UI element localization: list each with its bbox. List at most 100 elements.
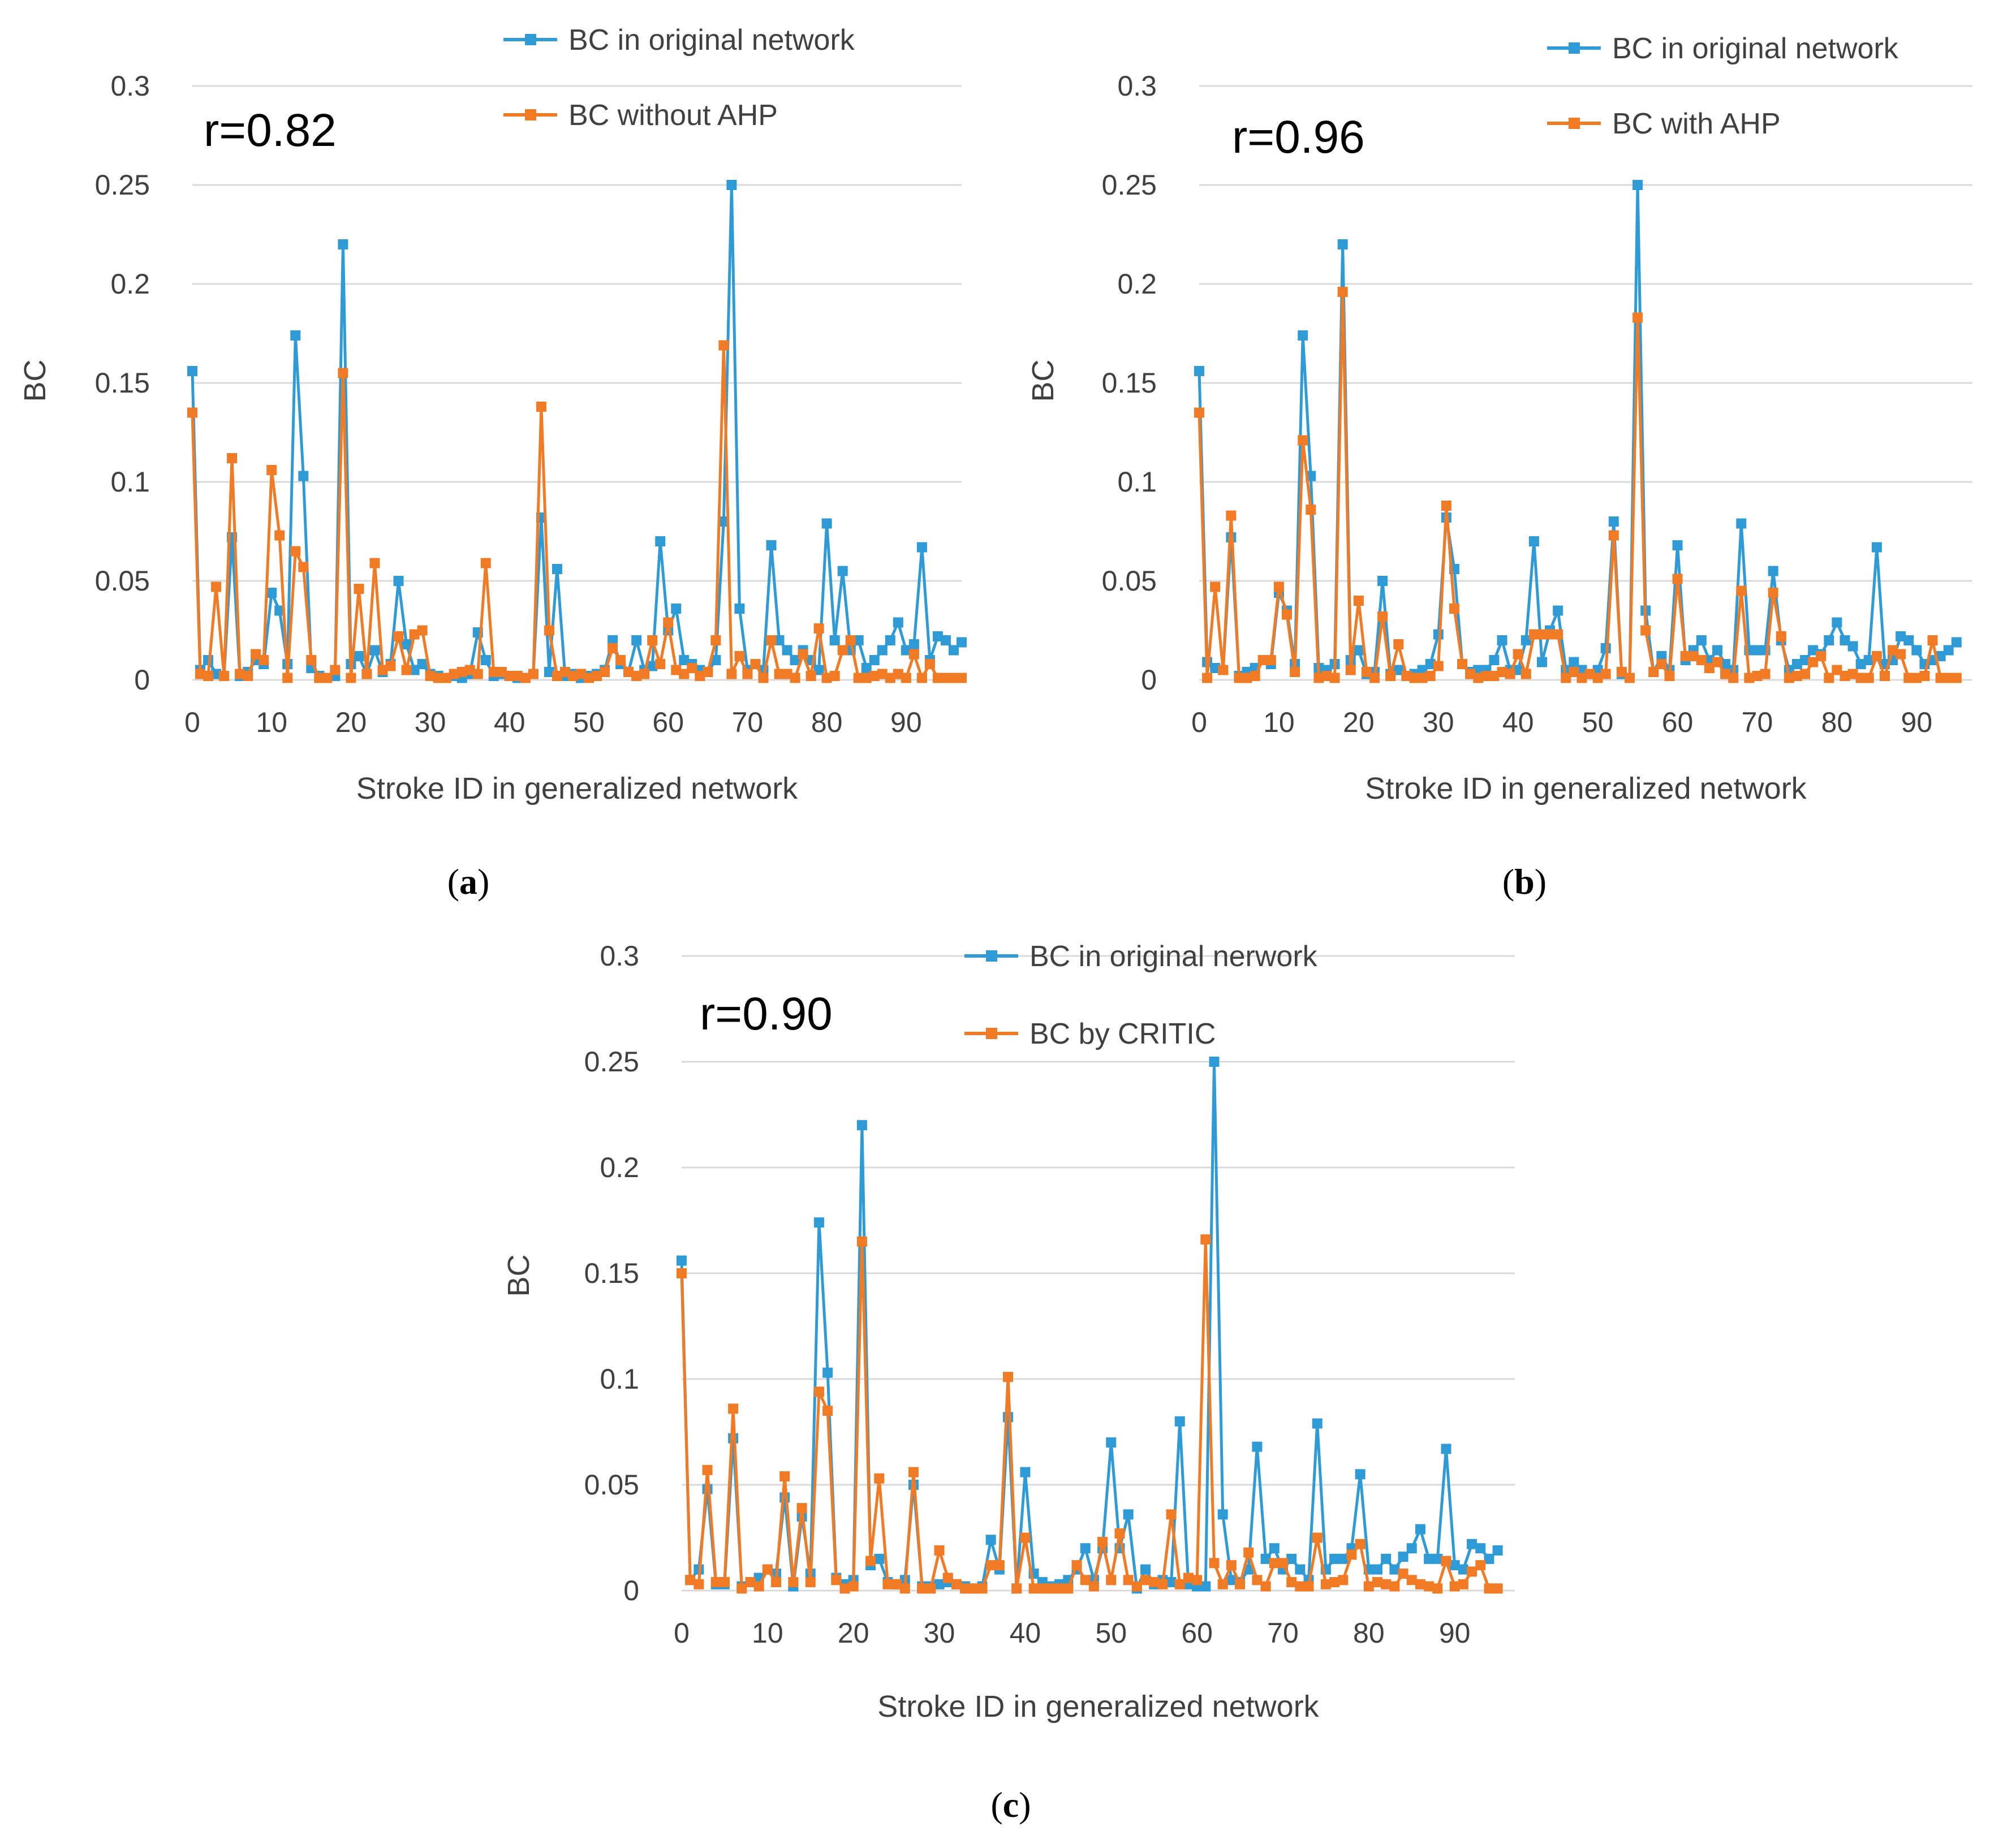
x-axis-title: Stroke ID in generalized network	[356, 772, 798, 805]
data-point-comparison	[1465, 669, 1476, 679]
data-point-comparison	[1071, 1560, 1082, 1571]
data-point-comparison	[685, 1575, 696, 1586]
y-tick-label: 0.3	[600, 940, 639, 972]
data-point-comparison	[821, 673, 832, 683]
data-point-original	[1200, 1581, 1211, 1592]
data-point-comparison	[401, 665, 412, 675]
data-point-comparison	[1269, 1558, 1280, 1569]
x-tick-label: 10	[752, 1617, 783, 1649]
data-point-comparison	[663, 617, 674, 628]
data-point-comparison	[259, 655, 269, 665]
data-point-comparison	[361, 669, 372, 679]
data-point-original	[1269, 1543, 1280, 1554]
data-point-comparison	[1871, 651, 1882, 661]
data-point-original	[1415, 1524, 1425, 1535]
data-point-comparison	[719, 1577, 730, 1588]
data-point-comparison	[393, 631, 404, 641]
caption-close-paren: )	[1535, 861, 1547, 902]
y-tick-label: 0.2	[110, 268, 150, 300]
data-point-original	[1353, 645, 1364, 656]
data-point-comparison	[274, 530, 285, 541]
data-point-comparison	[1257, 655, 1268, 665]
data-point-comparison	[1458, 1579, 1468, 1589]
y-axis-title: BC	[1026, 359, 1060, 402]
correlation-annotation: r=0.96	[1232, 111, 1365, 163]
data-point-original	[409, 665, 420, 675]
x-tick-label: 90	[1439, 1617, 1471, 1649]
data-point-comparison	[227, 453, 238, 463]
data-point-comparison	[1672, 574, 1683, 584]
data-point-comparison	[1045, 1583, 1056, 1594]
data-point-comparison	[528, 669, 539, 679]
y-tick-label: 0.15	[95, 367, 150, 399]
data-point-comparison	[703, 667, 713, 677]
data-point-original	[1473, 665, 1484, 675]
x-tick-label: 30	[1423, 706, 1454, 738]
data-point-original	[869, 655, 880, 665]
data-point-comparison	[1131, 1581, 1142, 1592]
data-point-comparison	[742, 669, 753, 679]
y-axis-title: BC	[18, 359, 52, 402]
data-point-comparison	[882, 1579, 893, 1589]
data-point-comparison	[1369, 673, 1380, 683]
x-tick-label: 60	[1662, 706, 1694, 738]
data-point-comparison	[1863, 673, 1874, 683]
caption-letter: c	[1003, 1785, 1019, 1825]
data-point-comparison	[1174, 1579, 1185, 1589]
data-point-original	[187, 366, 197, 376]
x-tick-label: 70	[732, 706, 764, 738]
caption-open-paren: (	[990, 1785, 1002, 1825]
data-point-comparison	[877, 669, 888, 679]
data-point-comparison	[942, 1572, 953, 1583]
data-point-comparison	[1298, 435, 1308, 446]
data-point-original	[1372, 1564, 1383, 1575]
data-point-comparison	[908, 649, 919, 660]
data-point-comparison	[1824, 673, 1834, 683]
data-point-original	[874, 1553, 885, 1564]
data-point-comparison	[322, 673, 333, 683]
data-point-comparison	[790, 673, 800, 683]
data-point-original	[1174, 1416, 1185, 1427]
data-point-original	[985, 1535, 996, 1545]
data-point-comparison	[1768, 588, 1778, 598]
data-point-comparison	[1616, 667, 1627, 677]
data-point-original	[1123, 1509, 1134, 1520]
data-point-comparison	[1295, 1581, 1306, 1592]
data-point-comparison	[710, 635, 721, 645]
data-point-comparison	[1303, 1581, 1314, 1592]
y-tick-label: 0.15	[1102, 367, 1157, 399]
data-point-comparison	[1704, 663, 1715, 673]
data-point-comparison	[1513, 649, 1523, 660]
data-point-original	[1389, 1564, 1400, 1575]
data-point-comparison	[1200, 1234, 1211, 1245]
y-tick-label: 0.3	[110, 70, 150, 102]
legend-swatch-marker	[1569, 118, 1580, 129]
data-point-original	[1569, 657, 1579, 667]
data-point-comparison	[1202, 673, 1213, 683]
y-tick-label: 0	[134, 664, 150, 696]
data-point-original	[829, 635, 840, 645]
data-point-original	[1286, 1553, 1297, 1564]
data-point-original	[338, 239, 348, 249]
data-point-comparison	[1393, 639, 1404, 649]
x-tick-label: 90	[1901, 706, 1933, 738]
data-point-comparison	[1054, 1583, 1065, 1594]
data-point-original	[679, 655, 690, 665]
data-point-comparison	[1760, 669, 1771, 679]
data-point-comparison	[796, 1503, 807, 1514]
data-point-comparison	[1353, 596, 1364, 606]
data-point-comparison	[1776, 631, 1786, 641]
data-point-comparison	[1329, 1577, 1340, 1588]
data-point-original	[1398, 1552, 1408, 1562]
data-point-original	[718, 516, 729, 527]
data-point-original	[813, 665, 824, 675]
y-tick-label: 0.05	[95, 565, 150, 597]
data-point-comparison	[1545, 629, 1556, 640]
x-tick-label: 70	[1267, 1617, 1299, 1649]
data-point-comparison	[869, 671, 880, 681]
data-point-comparison	[1553, 629, 1563, 640]
data-point-original	[1355, 1469, 1365, 1480]
data-point-comparison	[409, 629, 420, 640]
data-point-comparison	[932, 673, 943, 683]
y-tick-label: 0.2	[600, 1152, 639, 1183]
